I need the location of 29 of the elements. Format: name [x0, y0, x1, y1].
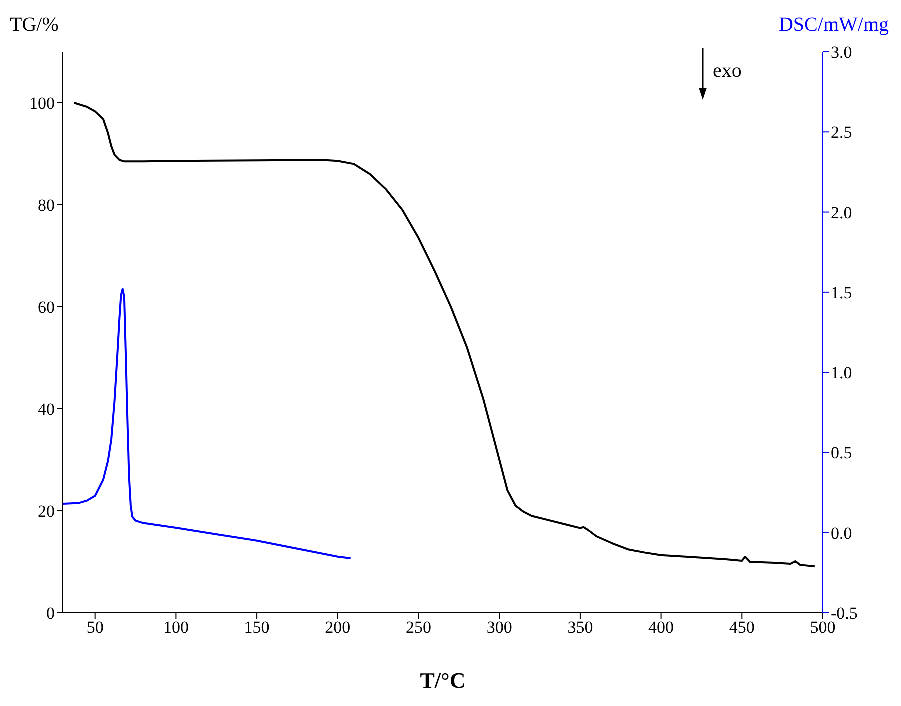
y2-tick-label: 2.0: [831, 203, 852, 222]
y-tick-label: 60: [38, 298, 55, 318]
y-tick-label: 20: [38, 502, 55, 522]
x-tick-label: 250: [406, 618, 432, 638]
y-tick-label: 80: [38, 196, 55, 216]
x-tick-label: 350: [568, 618, 594, 638]
x-tick-label: 500: [810, 618, 836, 638]
line-series: [63, 288, 352, 560]
y2-axis-title: DSC/mW/mg: [778, 14, 889, 37]
x-tick-label: 50: [86, 618, 104, 638]
y2-tick-label: 2.5: [831, 123, 852, 142]
y2-tick-label: 1.0: [831, 364, 852, 383]
x-tick-label: 300: [486, 618, 512, 638]
y2-tick-label: 0.0: [831, 524, 852, 543]
line-series: [73, 102, 816, 568]
y-tick-label: 0: [46, 604, 55, 624]
x-axis-title: T/°C: [420, 668, 466, 693]
x-tick-label: 450: [729, 618, 755, 638]
x-tick-label: 150: [244, 618, 270, 638]
y-axis-title: TG/%: [10, 14, 59, 37]
y-tick-label: 40: [38, 400, 55, 420]
annotation: exo: [713, 60, 742, 83]
x-tick-label: 100: [163, 618, 189, 638]
y-tick-label: 100: [30, 94, 55, 114]
x-tick-label: 200: [325, 618, 351, 638]
y2-tick-label: 3.0: [831, 43, 852, 62]
x-tick-label: 400: [648, 618, 674, 638]
y2-tick-label: 1.5: [831, 283, 852, 302]
y2-tick-label: 0.5: [831, 444, 852, 463]
